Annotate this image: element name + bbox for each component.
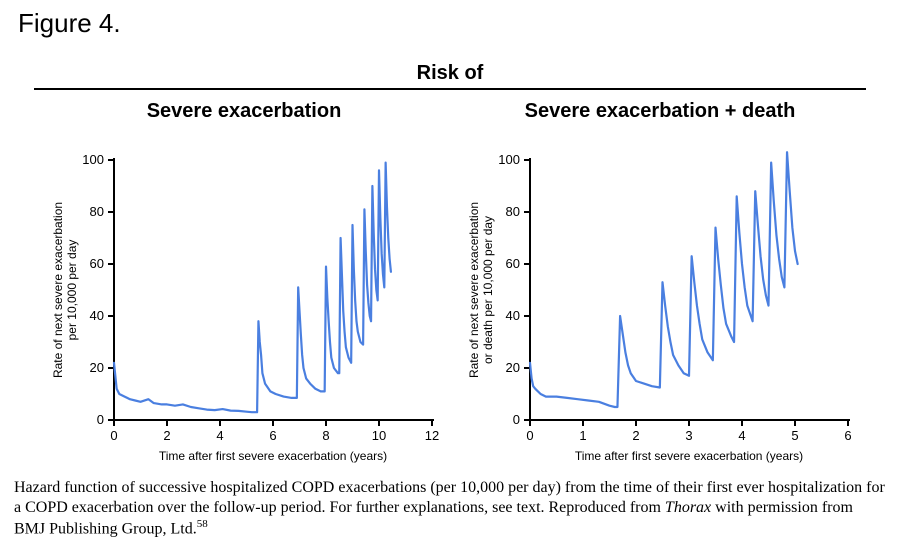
left-chart: 0 20 40 60 80 100 0 2 4 6 8 10 12 Time after first se…: [46, 150, 442, 470]
svg-text:100: 100: [82, 152, 104, 167]
svg-text:60: 60: [90, 256, 104, 271]
svg-text:0: 0: [97, 412, 104, 427]
svg-text:40: 40: [90, 308, 104, 323]
svg-text:6: 6: [269, 428, 276, 443]
caption-italic: Thorax: [665, 499, 711, 516]
header-title: Risk of: [0, 62, 900, 85]
svg-text:0: 0: [110, 428, 117, 443]
svg-text:3: 3: [685, 428, 692, 443]
svg-text:80: 80: [90, 204, 104, 219]
svg-text:Rate of next severe exacerbati: Rate of next severe exacerbation: [467, 202, 481, 378]
right-subtitle: Severe exacerbation + death: [462, 100, 858, 123]
svg-text:Time after first severe exacer: Time after first severe exacerbation (ye…: [159, 449, 387, 463]
svg-text:Rate of next severe exacerbati: Rate of next severe exacerbation: [51, 202, 65, 378]
svg-text:20: 20: [506, 360, 520, 375]
svg-text:6: 6: [844, 428, 851, 443]
svg-text:2: 2: [632, 428, 639, 443]
svg-text:2: 2: [163, 428, 170, 443]
figure-label: Figure 4.: [18, 8, 121, 39]
figure-caption: Hazard function of successive hospitaliz…: [14, 478, 886, 539]
svg-text:or death per 10,000 per day: or death per 10,000 per day: [481, 216, 495, 364]
svg-text:1: 1: [579, 428, 586, 443]
svg-text:0: 0: [526, 428, 533, 443]
svg-text:per 10,000 per day: per 10,000 per day: [65, 240, 79, 341]
left-chart-svg: 0 20 40 60 80 100 0 2 4 6 8 10 12 Time after first se…: [46, 150, 442, 470]
svg-text:20: 20: [90, 360, 104, 375]
svg-text:12: 12: [425, 428, 439, 443]
svg-text:100: 100: [498, 152, 520, 167]
svg-text:60: 60: [506, 256, 520, 271]
svg-text:0: 0: [513, 412, 520, 427]
right-chart-svg: 0 20 40 60 80 100 0 1 2 3 4 5 6 Time after first seve…: [462, 150, 858, 470]
right-chart: 0 20 40 60 80 100 0 1 2 3 4 5 6 Time after first seve…: [462, 150, 858, 470]
left-subtitle: Severe exacerbation: [46, 100, 442, 123]
svg-text:10: 10: [372, 428, 386, 443]
caption-superscript: 58: [197, 518, 208, 530]
svg-text:5: 5: [791, 428, 798, 443]
header-rule: [34, 88, 866, 90]
svg-text:80: 80: [506, 204, 520, 219]
svg-text:8: 8: [322, 428, 329, 443]
svg-text:4: 4: [216, 428, 223, 443]
svg-text:Time after first severe exacer: Time after first severe exacerbation (ye…: [575, 449, 803, 463]
svg-text:40: 40: [506, 308, 520, 323]
svg-text:4: 4: [738, 428, 745, 443]
